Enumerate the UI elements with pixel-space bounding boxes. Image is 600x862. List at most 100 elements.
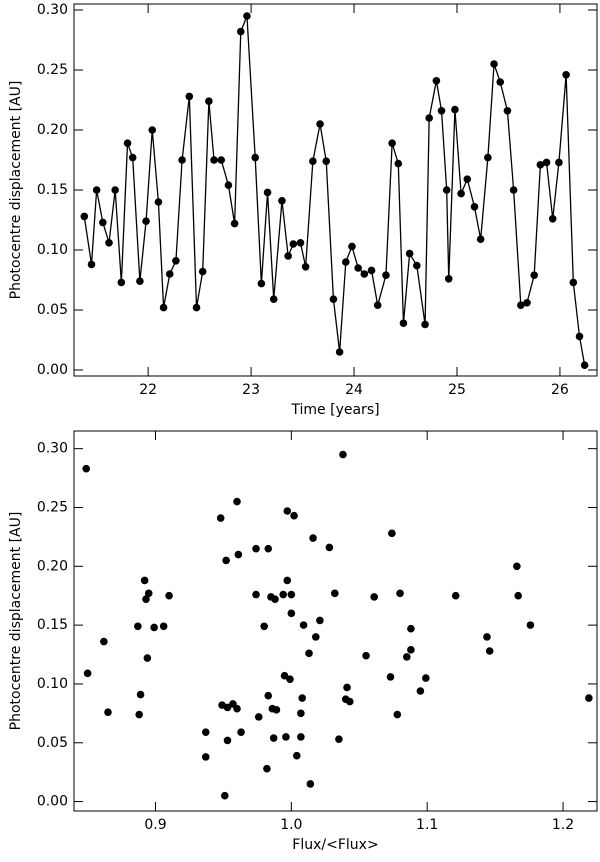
data-point	[92, 186, 101, 194]
data-point	[548, 215, 557, 223]
data-point	[513, 562, 521, 571]
x-tick-label: 1.1	[416, 817, 438, 833]
data-point	[367, 266, 376, 275]
data-point	[463, 175, 472, 183]
data-point	[111, 186, 119, 194]
data-point	[316, 616, 324, 625]
data-point	[283, 507, 292, 515]
data-point	[451, 591, 460, 600]
data-point	[416, 687, 425, 695]
data-point	[83, 669, 92, 678]
data-point	[165, 270, 174, 278]
data-point	[243, 12, 251, 20]
data-point	[297, 709, 305, 718]
y-axis-label: Photocentre displacement [AU]	[8, 81, 24, 300]
data-point	[148, 126, 157, 134]
data-point	[140, 576, 149, 585]
data-point	[220, 791, 229, 800]
data-point	[269, 295, 278, 304]
data-point	[325, 543, 334, 552]
data-point	[82, 464, 91, 473]
data-point	[298, 694, 307, 702]
data-point	[316, 120, 324, 128]
data-point	[312, 633, 320, 641]
data-point	[526, 621, 535, 629]
data-point	[405, 249, 414, 258]
data-point	[470, 203, 479, 211]
data-point	[562, 71, 570, 79]
data-point	[407, 624, 415, 633]
data-point	[142, 595, 150, 604]
plot-frame	[73, 430, 598, 812]
data-point	[283, 576, 292, 585]
data-point	[280, 671, 289, 680]
data-point	[388, 529, 396, 538]
data-point	[509, 186, 518, 194]
data-point	[237, 728, 245, 736]
data-point	[292, 751, 301, 760]
data-point	[159, 303, 168, 312]
data-point	[224, 181, 233, 189]
x-tick-label: 1.2	[552, 817, 574, 833]
data-point	[105, 239, 113, 247]
data-point	[335, 735, 343, 744]
data-point	[403, 653, 411, 661]
data-point	[555, 158, 563, 167]
data-point	[370, 593, 379, 601]
data-point	[278, 197, 286, 205]
data-point	[301, 263, 310, 271]
data-point	[496, 78, 505, 86]
data-point	[287, 609, 296, 618]
data-point	[104, 708, 112, 716]
data-point	[154, 198, 163, 206]
data-point	[476, 235, 485, 243]
data-point	[348, 242, 356, 251]
data-point	[373, 301, 382, 310]
data-point	[254, 713, 263, 721]
data-point	[178, 156, 186, 164]
data-point	[407, 646, 415, 654]
data-point	[198, 267, 207, 276]
data-point	[437, 107, 446, 115]
data-point	[135, 710, 144, 719]
data-point	[386, 673, 395, 681]
x-axis-label: Flux/<Flux>	[292, 837, 378, 853]
data-point	[444, 275, 453, 283]
data-point	[252, 590, 260, 599]
data-point	[136, 277, 144, 286]
data-point	[233, 704, 241, 713]
data-point	[128, 153, 137, 162]
y-tick-label: 0.10	[37, 676, 68, 692]
data-point	[272, 706, 281, 714]
y-tick-label: 0.25	[37, 62, 68, 78]
x-tick-label: 0.9	[144, 817, 166, 833]
data-point	[382, 271, 390, 280]
data-point	[172, 257, 180, 265]
x-axis-label: Time [years]	[290, 402, 379, 418]
y-tick-label: 0.20	[37, 558, 68, 574]
data-point	[484, 153, 492, 162]
data-point	[251, 153, 259, 162]
x-tick-label: 1.0	[280, 817, 302, 833]
data-point	[399, 319, 408, 328]
data-point	[234, 550, 243, 559]
data-point	[201, 728, 210, 736]
data-point	[236, 27, 245, 36]
y-tick-label: 0.05	[37, 302, 68, 318]
data-point	[100, 637, 108, 646]
data-point	[279, 590, 288, 599]
data-point	[165, 591, 173, 600]
data-point	[150, 623, 158, 632]
data-point	[413, 261, 421, 270]
y-tick-label: 0.00	[37, 794, 68, 810]
data-point	[210, 156, 218, 164]
data-point	[396, 589, 404, 598]
data-point	[263, 764, 271, 773]
data-point	[287, 590, 296, 599]
data-point	[223, 703, 232, 712]
data-point	[523, 299, 531, 307]
data-point	[297, 733, 305, 741]
data-point	[123, 139, 132, 147]
y-tick-label: 0.15	[37, 617, 68, 633]
data-point	[432, 77, 441, 85]
